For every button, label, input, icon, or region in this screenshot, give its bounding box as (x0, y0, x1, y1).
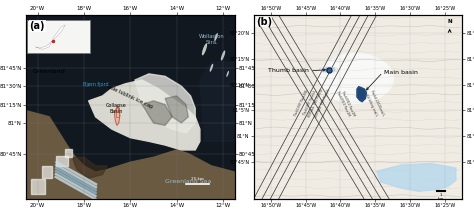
Text: Bjørn fjord: Bjørn fjord (83, 82, 109, 87)
Polygon shape (319, 54, 393, 103)
Text: 25 km: 25 km (191, 177, 204, 181)
Text: 1
km: 1 km (438, 193, 445, 201)
Ellipse shape (214, 33, 218, 41)
Text: 90/Pub4, 990 Pass2L: 90/Pub4, 990 Pass2L (314, 88, 331, 118)
Bar (27, 20, 90, 53)
Text: Track4 L2020onal L: Track4 L2020onal L (369, 89, 384, 117)
Ellipse shape (221, 50, 225, 61)
Ellipse shape (210, 64, 213, 72)
Ellipse shape (202, 43, 207, 55)
Polygon shape (115, 106, 120, 125)
Text: (a): (a) (29, 21, 45, 31)
Text: Wollaston
Stra.: Wollaston Stra. (199, 34, 224, 45)
Polygon shape (73, 157, 107, 178)
Polygon shape (200, 62, 235, 141)
Polygon shape (357, 87, 366, 102)
Text: Track1997 Pass5/L: Track1997 Pass5/L (302, 90, 318, 117)
Polygon shape (357, 87, 366, 102)
Polygon shape (31, 179, 45, 194)
Polygon shape (165, 96, 188, 123)
Polygon shape (65, 149, 73, 157)
Text: Thumb basin: Thumb basin (268, 68, 309, 73)
Bar (116, 108, 119, 117)
Ellipse shape (227, 71, 229, 77)
Bar (26, 15, 235, 55)
Text: Track4 Lithog onal L: Track4 Lithog onal L (362, 89, 379, 117)
Text: Greenland Sea: Greenland Sea (165, 179, 211, 184)
Polygon shape (36, 25, 65, 49)
Text: Collapse
Basin: Collapse Basin (106, 103, 127, 114)
Text: Main basin: Main basin (384, 70, 418, 75)
Polygon shape (142, 101, 172, 125)
Text: N: N (447, 19, 452, 24)
Polygon shape (56, 156, 68, 166)
Polygon shape (204, 80, 223, 135)
Polygon shape (42, 166, 52, 178)
Text: (b): (b) (255, 16, 272, 27)
Polygon shape (135, 74, 195, 133)
Text: Greenland: Greenland (33, 69, 65, 74)
Polygon shape (89, 80, 200, 150)
Text: Track1997 Pass3/8L: Track1997 Pass3/8L (293, 89, 310, 117)
Polygon shape (377, 163, 456, 191)
Polygon shape (26, 111, 235, 199)
Text: Track0910 Pass2M: Track0910 Pass2M (341, 90, 356, 117)
Text: Track0910 Pass1M: Track0910 Pass1M (336, 90, 351, 117)
Text: Flade Isblink ice cap: Flade Isblink ice cap (103, 82, 153, 110)
Text: 90/Pub4, 990 Pass1L: 90/Pub4, 990 Pass1L (308, 88, 325, 118)
